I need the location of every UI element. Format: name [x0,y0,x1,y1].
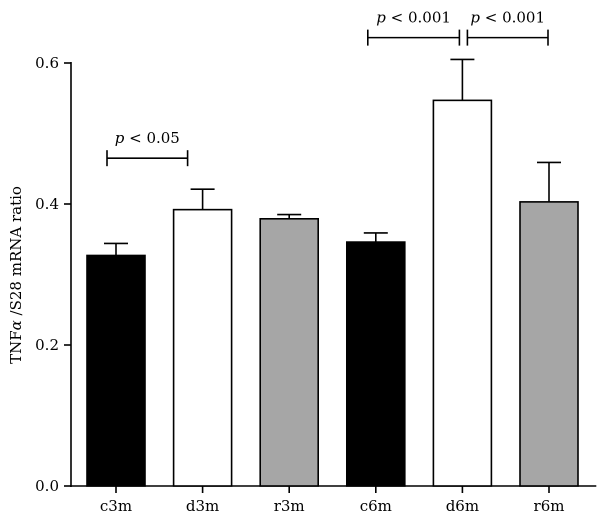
x-tick-label: c6m [360,497,392,515]
bar [432,99,493,487]
x-tick-label: r6m [534,497,565,515]
x-tick-label: c3m [100,497,132,515]
significance-annotations: p < 0.05p < 0.001 p < 0.001 [106,9,549,167]
bars [86,99,579,487]
x-tick-label: d3m [186,497,219,515]
y-tick-label: 0.0 [35,477,59,495]
bar [86,254,146,487]
bar [519,201,579,487]
bar [259,218,320,487]
significance-label-value: < 0.001 [480,9,545,27]
y-axis-label-rest: /S28 mRNA ratio [7,186,25,320]
significance-label-p: p [115,129,125,147]
significance-label: p < 0.001 [470,9,545,27]
significance-label-p: p [376,9,386,27]
y-tick-label: 0.6 [35,54,59,72]
error-bars [104,58,561,256]
y-axis: 0.0 0.2 0.4 0.6 [35,54,72,495]
bar [345,241,406,487]
significance-label-value: < 0.05 [124,129,180,147]
x-tick-label: r3m [274,497,305,515]
y-tick-label: 0.4 [35,195,59,213]
significance-label: p < 0.001 [376,9,451,27]
significance-label-p: p [470,9,480,27]
bar [172,208,233,487]
y-tick-label: 0.2 [35,336,59,354]
significance-label-value: < 0.001 [386,9,451,27]
x-tick-label: d6m [446,497,479,515]
x-axis: c3m d3m r3m c6m d6m r6m [70,485,597,515]
y-axis-label: TNFα /S28 mRNA ratio [7,186,25,364]
y-axis-label-symbol: α [7,320,25,330]
significance-label: p < 0.05 [115,129,180,147]
y-axis-label-main: TNF [7,330,25,364]
